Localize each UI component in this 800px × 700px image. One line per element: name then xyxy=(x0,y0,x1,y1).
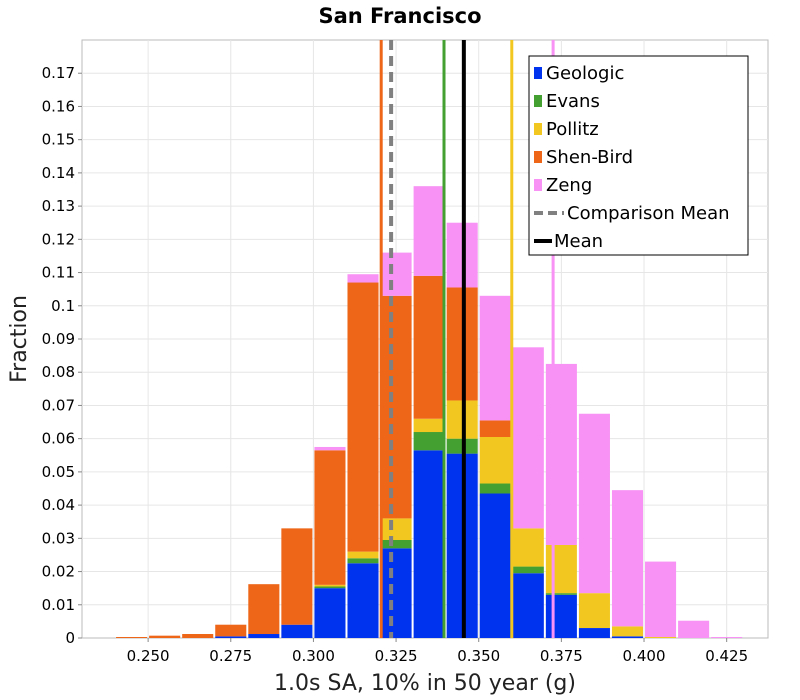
legend-swatch-shen-bird xyxy=(534,151,542,163)
bar-shen-bird xyxy=(380,295,412,519)
bar-shen-bird xyxy=(347,282,379,552)
bar-evans xyxy=(479,483,511,494)
bar-evans xyxy=(413,432,445,451)
chart-title: San Francisco xyxy=(318,4,481,28)
legend-label-comparison-mean: Comparison Mean xyxy=(567,203,730,224)
bar-geologic xyxy=(281,624,313,638)
y-axis-label: Fraction xyxy=(7,295,32,383)
bar-shen-bird xyxy=(149,635,181,638)
bar-shen-bird xyxy=(413,275,445,419)
bar-pollitz xyxy=(578,593,610,629)
y-tick-label: 0.05 xyxy=(42,463,75,481)
legend-label-shen-bird: Shen-Bird xyxy=(546,147,633,168)
y-tick-label: 0.15 xyxy=(42,131,75,149)
bar-zeng xyxy=(711,637,743,638)
bar-geologic xyxy=(380,548,412,638)
x-tick-label: 0.250 xyxy=(127,647,170,665)
bar-shen-bird xyxy=(248,584,280,635)
legend-swatch-geologic xyxy=(534,67,542,79)
y-tick-label: 0.11 xyxy=(42,264,75,282)
legend-label-zeng: Zeng xyxy=(546,175,592,196)
x-tick-label: 0.375 xyxy=(540,647,583,665)
bar-pollitz xyxy=(545,544,577,594)
y-tick-label: 0.02 xyxy=(42,563,75,581)
bar-evans xyxy=(380,539,412,549)
bar-shen-bird xyxy=(116,637,148,638)
y-tick-label: 0.14 xyxy=(42,164,75,182)
legend-label-geologic: Geologic xyxy=(546,63,624,84)
bar-zeng xyxy=(512,347,544,529)
bar-geologic xyxy=(347,563,379,638)
bar-evans xyxy=(314,586,346,589)
bar-geologic xyxy=(611,636,644,638)
bar-zeng xyxy=(479,295,511,421)
bar-geologic xyxy=(545,594,577,638)
bar-shen-bird xyxy=(215,624,247,637)
bar-zeng xyxy=(413,186,445,276)
y-tick-label: 0.06 xyxy=(42,430,75,448)
bar-zeng xyxy=(678,620,710,638)
bar-geologic xyxy=(578,628,610,638)
legend-swatch-evans xyxy=(534,95,542,107)
legend-box xyxy=(528,55,749,256)
legend-label-pollitz: Pollitz xyxy=(546,119,599,140)
bar-pollitz xyxy=(645,637,677,638)
bar-pollitz xyxy=(380,518,412,540)
bar-geologic xyxy=(314,588,346,638)
bar-shen-bird xyxy=(314,450,346,585)
y-tick-label: 0.03 xyxy=(42,529,75,547)
y-tick-label: 0.1 xyxy=(51,297,75,315)
y-tick-label: 0.09 xyxy=(42,330,75,348)
bar-pollitz xyxy=(314,584,346,587)
bar-zeng xyxy=(314,446,346,451)
x-tick-label: 0.300 xyxy=(292,647,335,665)
y-tick-label: 0.01 xyxy=(42,596,75,614)
y-tick-label: 0.07 xyxy=(42,396,75,414)
bar-zeng xyxy=(645,561,677,638)
x-tick-label: 0.325 xyxy=(375,647,418,665)
bar-geologic xyxy=(512,573,544,638)
bar-pollitz xyxy=(512,528,544,567)
x-axis-ticks: 0.250 0.275 0.300 0.325 0.350 0.375 0.400 0.425 xyxy=(127,638,748,665)
y-tick-label: 0.08 xyxy=(42,363,75,381)
legend-label-evans: Evans xyxy=(546,91,600,112)
bar-zeng xyxy=(380,252,412,296)
bar-zeng xyxy=(611,490,644,627)
x-axis-label: 1.0s SA, 10% in 50 year (g) xyxy=(274,671,576,696)
bar-evans xyxy=(545,593,577,595)
x-tick-label: 0.425 xyxy=(705,647,748,665)
bar-evans xyxy=(512,566,544,574)
y-tick-label: 0.04 xyxy=(42,496,75,514)
x-tick-label: 0.350 xyxy=(457,647,500,665)
bar-shen-bird xyxy=(182,634,214,638)
bar-evans xyxy=(347,558,379,564)
bar-zeng xyxy=(545,363,577,545)
bar-geologic xyxy=(413,450,445,638)
bar-zeng xyxy=(347,274,379,283)
legend: Geologic Evans Pollitz Shen-Bird Zeng Compari… xyxy=(528,55,749,256)
bar-pollitz xyxy=(479,437,511,484)
bar-pollitz xyxy=(413,418,445,433)
bar-geologic xyxy=(248,634,280,638)
bars xyxy=(116,186,743,638)
y-axis-ticks: 0 0.01 0.02 0.03 0.04 0.05 0.06 0.07 0.08 0.09 0.1… xyxy=(42,64,82,647)
legend-swatch-pollitz xyxy=(534,123,542,135)
legend-swatch-zeng xyxy=(534,179,542,191)
bar-zeng xyxy=(578,413,610,594)
y-tick-label: 0.13 xyxy=(42,197,75,215)
y-tick-label: 0.16 xyxy=(42,97,75,115)
bar-shen-bird xyxy=(479,420,511,438)
x-tick-label: 0.275 xyxy=(209,647,252,665)
y-tick-label: 0.17 xyxy=(42,64,75,82)
bar-shen-bird xyxy=(281,528,313,625)
x-tick-label: 0.400 xyxy=(623,647,666,665)
bar-pollitz xyxy=(611,626,644,637)
legend-label-mean: Mean xyxy=(554,231,603,252)
bar-geologic xyxy=(215,636,247,638)
bar-pollitz xyxy=(347,551,379,559)
y-tick-label: 0 xyxy=(65,629,75,647)
bar-geologic xyxy=(479,493,511,638)
y-tick-label: 0.12 xyxy=(42,230,75,248)
